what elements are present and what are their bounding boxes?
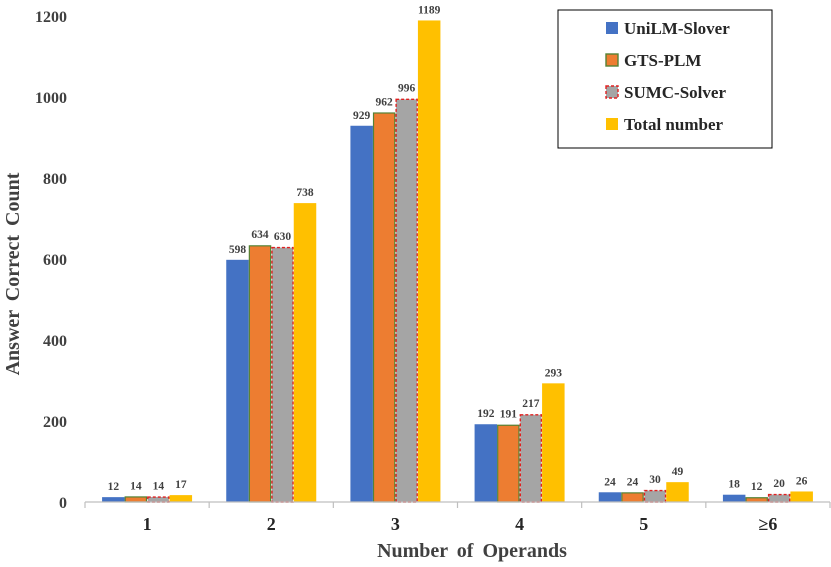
y-tick-label: 0 — [59, 495, 67, 512]
data-label: 30 — [649, 474, 661, 486]
bar-unilm-slover — [102, 497, 125, 502]
y-axis-ticks: 0 200 400 600 800 1000 1200 — [35, 9, 67, 512]
bar-total-number — [293, 203, 317, 503]
bar-unilm-slover — [350, 125, 373, 502]
data-label: 598 — [229, 244, 247, 256]
bar-sumc-solver — [271, 246, 294, 503]
data-label: 49 — [672, 466, 684, 478]
bar-sumc-solver — [643, 489, 667, 503]
data-label: 634 — [251, 229, 269, 241]
bar-sumc-solver — [519, 414, 543, 503]
data-label: 24 — [604, 476, 616, 488]
x-tick-label: 3 — [391, 514, 400, 534]
legend-box — [557, 9, 773, 149]
y-tick-label: 1200 — [35, 9, 67, 26]
bar-total-number — [169, 495, 193, 502]
bar-total-number — [790, 491, 813, 502]
legend: UniLM-Slover GTS-PLM SUMC-Solver Total numb… — [557, 9, 773, 149]
data-label: 929 — [353, 110, 371, 122]
y-tick-label: 600 — [43, 252, 67, 269]
y-tick-label: 1000 — [35, 90, 67, 107]
data-label: 217 — [522, 398, 540, 410]
legend-swatch — [605, 53, 619, 67]
data-label: 26 — [796, 475, 808, 487]
x-tick-label: 5 — [639, 514, 648, 534]
bar-gts-plm — [124, 496, 148, 503]
bar-gts-plm — [621, 492, 644, 503]
data-label: 17 — [175, 479, 187, 491]
legend-label: UniLM-Slover — [624, 19, 730, 38]
data-label: 191 — [500, 409, 518, 421]
bar-sumc-solver — [147, 496, 170, 503]
x-axis-title: Number of Operands — [377, 540, 567, 562]
data-label: 12 — [108, 481, 120, 493]
data-label: 1189 — [418, 4, 441, 16]
legend-swatch — [606, 118, 618, 130]
legend-swatch — [606, 22, 618, 34]
data-label: 738 — [296, 187, 314, 199]
data-label: 14 — [153, 480, 165, 492]
bar-unilm-slover — [598, 492, 622, 502]
data-label: 24 — [627, 476, 639, 488]
bars — [102, 20, 813, 503]
legend-label: Total number — [624, 115, 723, 134]
bar-gts-plm — [372, 112, 396, 503]
data-label: 630 — [274, 231, 292, 243]
y-tick-label: 200 — [43, 414, 67, 431]
x-axis-ticks: 1 2 3 4 5 ≥6 — [84, 502, 831, 534]
x-tick-label: 2 — [267, 514, 276, 534]
bar-gts-plm — [497, 424, 520, 503]
data-label: 293 — [545, 367, 563, 379]
x-tick-label: 1 — [143, 514, 152, 534]
x-tick-label: 4 — [515, 514, 524, 534]
data-label: 18 — [728, 479, 740, 491]
y-axis-title: Answer Correct Count — [2, 172, 24, 375]
bar-total-number — [542, 383, 565, 502]
bar-total-number — [417, 20, 441, 503]
bar-unilm-slover — [474, 424, 498, 502]
data-label: 996 — [398, 83, 416, 95]
bar-unilm-slover — [226, 259, 249, 502]
bar-sumc-solver — [767, 493, 791, 503]
legend-label: SUMC-Solver — [624, 83, 726, 102]
data-label: 962 — [376, 96, 394, 108]
x-tick-label: ≥6 — [758, 514, 777, 534]
data-label: 12 — [751, 481, 763, 493]
data-labels: 12 14 14 17 598 634 630 738 929 962 996 1189 192 191 2… — [108, 4, 808, 493]
bar-gts-plm — [745, 497, 768, 503]
legend-label: GTS-PLM — [624, 51, 701, 70]
data-label: 20 — [773, 478, 785, 490]
bar-unilm-slover — [722, 494, 746, 502]
bar-gts-plm — [248, 245, 272, 503]
legend-swatch — [605, 85, 619, 99]
data-label: 192 — [477, 408, 495, 420]
y-tick-label: 800 — [43, 171, 67, 188]
data-label: 14 — [130, 480, 142, 492]
bar-sumc-solver — [395, 98, 418, 503]
bar-total-number — [666, 482, 689, 502]
y-tick-label: 400 — [43, 333, 67, 350]
